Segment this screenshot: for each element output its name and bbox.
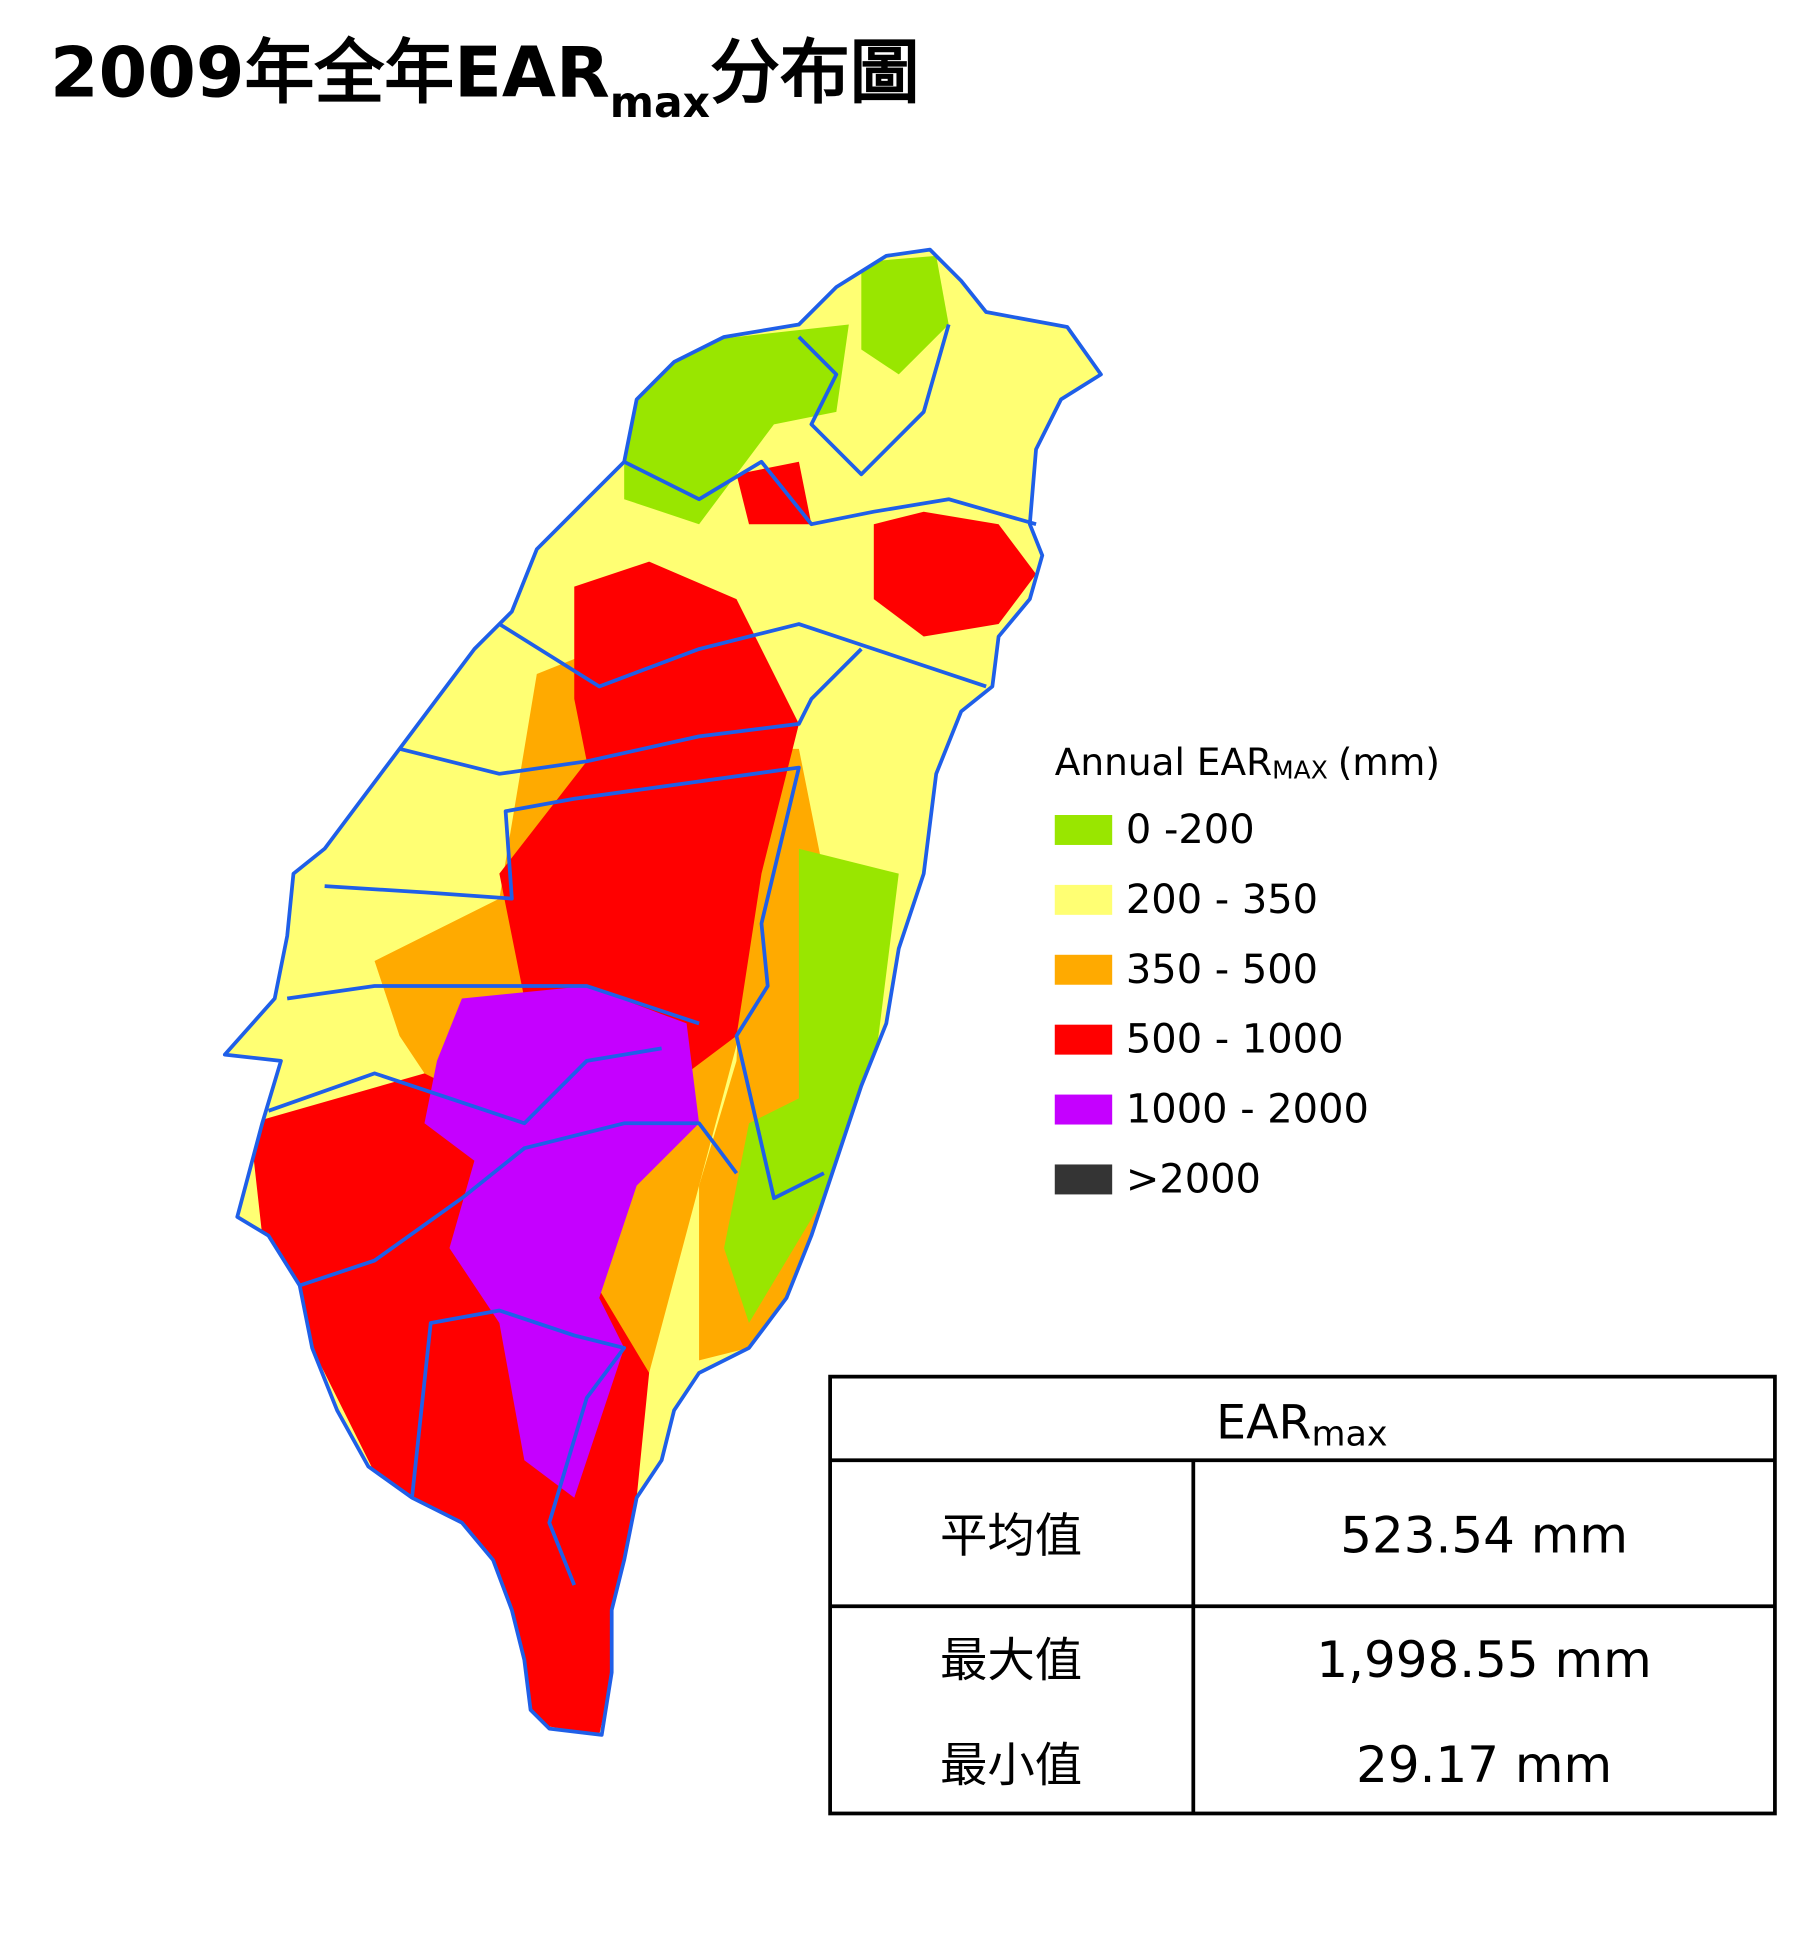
- map-region: [724, 848, 899, 1323]
- table-border: [828, 1374, 1777, 1816]
- row-value: 523.54 mm: [1340, 1506, 1628, 1564]
- row-label: 最小值: [940, 1739, 1082, 1794]
- county-border: [324, 765, 825, 1201]
- county-border: [299, 1121, 739, 1288]
- legend-title-main: Annual EAR: [1055, 739, 1272, 783]
- title-subscript: max: [610, 78, 710, 127]
- legend-swatch: [1054, 1024, 1113, 1055]
- table-rows: 平均值 523.54 mm 最大值 1,998.55 mm 最小值 29.17 mm: [940, 1506, 1652, 1794]
- table-header: EARmax: [1216, 1395, 1387, 1454]
- legend-title-subscript: MAX: [1272, 755, 1328, 784]
- county-border: [623, 459, 1037, 527]
- legend-swatch: [1054, 1094, 1113, 1125]
- county-border: [410, 1308, 627, 1586]
- legend-label: 350 - 500: [1126, 947, 1318, 993]
- legend-swatch: [1054, 1164, 1113, 1195]
- title-main: 2009年全年EAR: [50, 32, 610, 113]
- table-header-main: EAR: [1216, 1395, 1311, 1450]
- table-header-subscript: max: [1311, 1414, 1387, 1454]
- legend-swatch: [1054, 954, 1113, 985]
- title-suffix: 分布圖: [710, 32, 920, 113]
- legend-title: Annual EARMAX (mm): [1055, 739, 1440, 784]
- legend-swatch: [1054, 884, 1113, 915]
- map-region: [624, 324, 849, 525]
- map-region: [736, 461, 812, 525]
- legend-label: 200 - 350: [1126, 877, 1318, 923]
- county-border: [267, 1046, 662, 1126]
- title: 2009年全年EARmax分布圖: [50, 32, 920, 127]
- county-border: [399, 647, 863, 776]
- county-border: [498, 622, 987, 689]
- county-border: [286, 984, 700, 1026]
- legend-label: 500 - 1000: [1126, 1017, 1344, 1063]
- legend-label: 1000 - 2000: [1126, 1087, 1369, 1133]
- legend-title-unit: (mm): [1338, 739, 1440, 783]
- legend: 0 -200 200 - 350 350 - 500 500 - 1000 1000 -…: [1054, 807, 1369, 1202]
- legend-swatch: [1054, 815, 1113, 845]
- legend-label: >2000: [1126, 1156, 1261, 1202]
- county-border: [797, 323, 951, 477]
- map-region: [861, 255, 949, 375]
- map-region: [499, 561, 799, 1074]
- row-label: 平均值: [940, 1509, 1082, 1564]
- row-label: 最大值: [940, 1634, 1082, 1689]
- legend-label: 0 -200: [1126, 807, 1255, 853]
- county-borders: [267, 323, 1037, 1586]
- row-value: 29.17 mm: [1356, 1736, 1612, 1794]
- stats-table: [828, 1374, 1777, 1816]
- row-value: 1,998.55 mm: [1316, 1631, 1651, 1689]
- map-region: [873, 511, 1037, 637]
